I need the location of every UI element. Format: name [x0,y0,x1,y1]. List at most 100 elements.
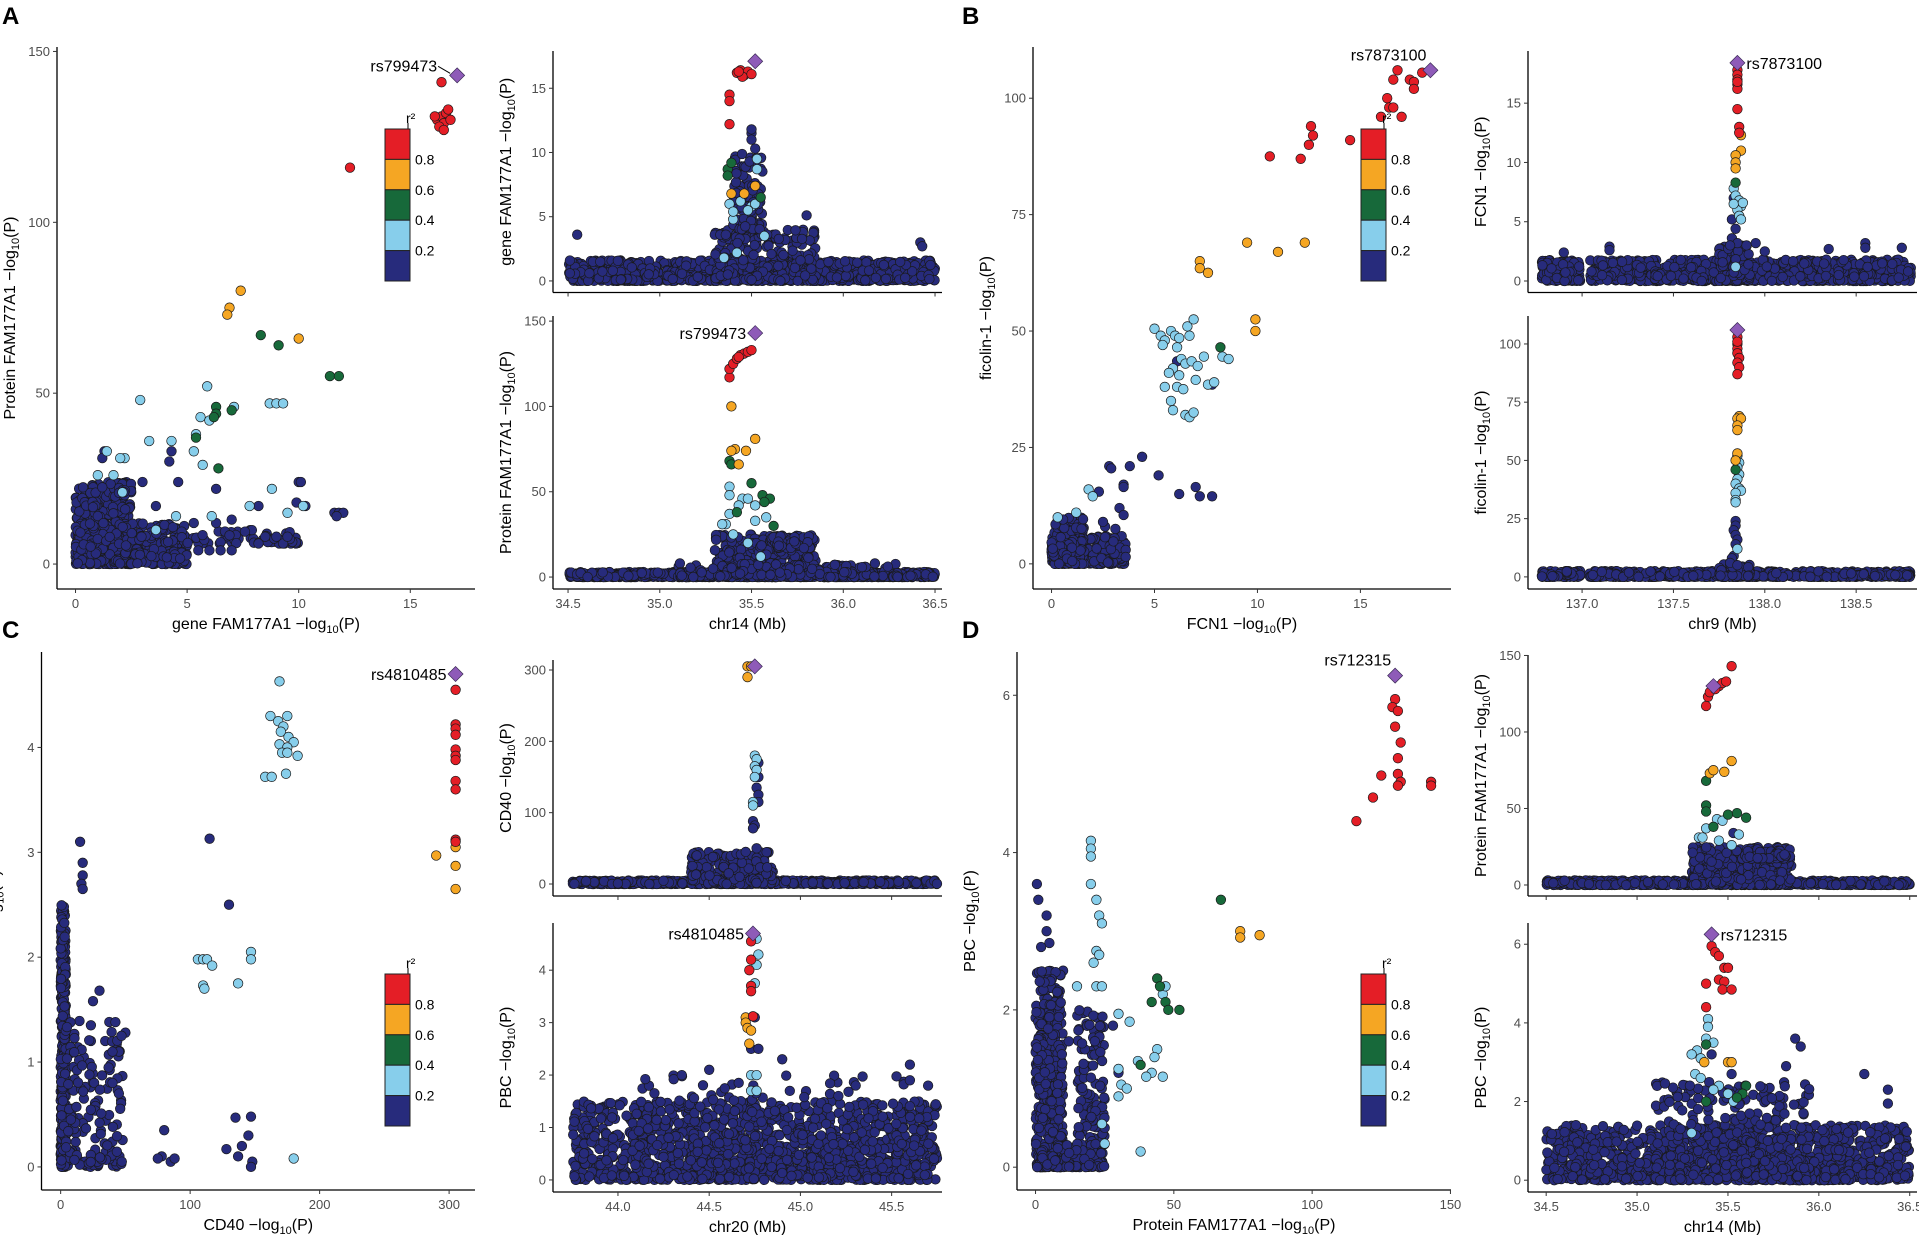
snp-point-ld1 [742,205,754,216]
x-tick-label: 15 [403,596,417,611]
snp-point-ld0 [226,545,237,556]
snp-point-background [765,569,776,580]
snp-point-background [803,254,815,265]
snp-point-ld1 [717,519,728,530]
snp-point-ld2 [726,157,737,168]
snp-point-ld4 [443,104,454,115]
points-layer [70,77,456,570]
snp-point-background [732,237,743,249]
y-tick-label: 0 [539,273,546,288]
snp-point-background [167,521,179,533]
snp-point-background [1574,261,1585,272]
snp-point-ld1 [244,500,255,512]
snp-point-ld1 [144,435,155,447]
snp-point-background [775,275,786,287]
snp-point-ld1 [1167,405,1179,416]
snp-point-background [564,268,576,279]
snp-point-ld1 [1157,339,1168,351]
snp-point-background [798,542,810,554]
snp-point-background [685,562,696,573]
snp-point-ld4 [1392,65,1403,76]
snp-point-background [75,527,86,538]
x-tick-label: 36.5 [922,596,947,611]
snp-point-background [597,567,608,578]
y-tick-label: 150 [524,314,546,329]
snp-point-background [1573,275,1584,286]
snp-point-ld1 [759,230,770,242]
snp-point-ld0 [746,124,757,135]
snp-point-ld0 [1194,491,1205,502]
snp-point-ld0 [1174,488,1185,500]
snp-point-background [108,508,119,519]
snp-point-background [137,518,148,529]
snp-point-background [597,266,608,277]
snp-point-ld0 [1206,491,1218,502]
snp-point-ld4 [1307,130,1319,141]
snp-point-ld0 [720,229,731,240]
snp-point-background [117,521,128,533]
snp-point-ld3 [222,309,233,320]
snp-point-background [710,249,721,260]
snp-point-background [182,537,193,549]
y-tick-label: 0 [43,557,50,572]
snp-point-ld1 [1192,360,1203,372]
lead-snp-label: rs799473 [679,326,746,343]
y-tick-label: 150 [28,44,50,59]
snp-point-background [652,567,663,578]
snp-point-ld1 [206,511,217,522]
y-axis-title: ficolin-1 −log10(P) [978,256,998,380]
snp-point-ld1 [750,515,761,526]
x-axis-title: FCN1 −log10(P) [1187,616,1298,636]
snp-point-background [132,558,143,569]
snp-point-ld1 [742,537,754,549]
snp-point-ld0 [1118,509,1129,521]
y-tick-label: 100 [524,399,546,414]
snp-point-ld1 [1174,370,1185,381]
snp-point-background [878,259,889,271]
snp-point-ld4 [436,77,447,88]
snp-point-ld1 [755,551,766,562]
snp-point-background [97,482,108,493]
lead-snp-diamond [449,67,466,84]
snp-point-ld1 [724,490,735,501]
snp-point-ld0 [215,545,226,556]
snp-point-background [863,265,875,276]
snp-point-background [756,540,767,551]
snp-point-background [746,274,757,285]
snp-point-ld4 [445,114,456,125]
snp-point-background [806,563,818,574]
snp-point-ld1 [282,507,293,518]
snp-point-background [789,536,800,547]
x-tick-label: 5 [183,596,190,611]
snp-point-ld4 [724,119,735,130]
snp-point-ld3 [733,459,744,470]
snp-point-background [773,233,784,245]
snp-point-background [773,260,784,272]
snp-point-ld1 [728,529,739,540]
snp-point-background [564,255,576,266]
snp-point-background [895,256,906,268]
snp-point-ld2 [722,170,733,181]
snp-point-background [787,245,798,256]
snp-point-ld3 [750,180,761,192]
snp-point-ld4 [1344,134,1356,146]
snp-point-ld1 [1071,507,1082,518]
snp-point-background [224,530,235,541]
snp-point-ld2 [755,192,766,203]
snp-point-background [636,567,647,579]
lead-snp-label: rs799473 [370,58,437,75]
snp-point-background [126,527,137,539]
y-axis-title: gene FAM177A1 −log10(P) [498,78,518,266]
snp-point-background [626,262,637,273]
snp-point-background [795,255,806,266]
snp-point-background [869,571,880,582]
snp-point-background [1102,557,1114,568]
snp-point-ld1 [1165,395,1177,407]
snp-point-ld0 [282,531,293,542]
snp-point-background [161,552,172,563]
y-tick-label: 5 [1514,214,1521,229]
snp-point-ld0 [801,210,812,221]
snp-point-background [104,531,115,543]
